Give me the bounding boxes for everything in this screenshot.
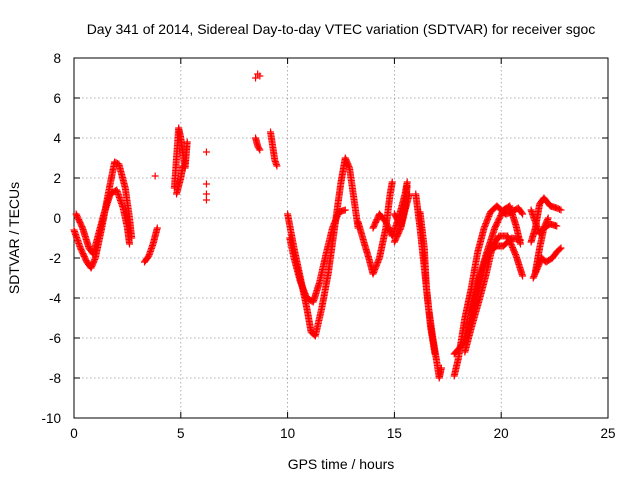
data-point xyxy=(345,163,353,171)
data-points xyxy=(70,70,565,382)
x-tick-label: 10 xyxy=(280,426,295,441)
data-point xyxy=(183,138,191,146)
data-point xyxy=(544,215,552,223)
y-tick-label: 2 xyxy=(53,171,61,186)
data-point xyxy=(252,74,260,82)
y-tick-label: -4 xyxy=(49,291,61,306)
data-point xyxy=(519,210,527,218)
data-point xyxy=(153,224,161,232)
data-point xyxy=(202,180,210,188)
data-point xyxy=(151,172,159,180)
x-tick-label: 5 xyxy=(177,426,185,441)
y-tick-label: -10 xyxy=(41,411,61,426)
data-point xyxy=(256,72,264,80)
data-point xyxy=(405,190,413,198)
data-point xyxy=(557,244,565,252)
chart-title: Day 341 of 2014, Sidereal Day-to-day VTE… xyxy=(87,21,596,37)
data-point xyxy=(202,196,210,204)
y-tick-label: 0 xyxy=(53,211,61,226)
y-tick-label: -6 xyxy=(49,331,61,346)
y-tick-label: 4 xyxy=(53,131,61,146)
x-tick-label: 25 xyxy=(600,426,615,441)
data-point xyxy=(437,364,445,372)
x-tick-label: 0 xyxy=(70,426,78,441)
y-tick-label: 8 xyxy=(53,51,61,66)
x-tick-label: 20 xyxy=(494,426,509,441)
data-point xyxy=(544,214,552,222)
data-point xyxy=(431,350,439,358)
data-point xyxy=(273,162,281,170)
axis-ticks: 0 5 10 15 20 25 -10 -8 -6 -4 -2 0 2 4 6 8 xyxy=(41,51,615,441)
y-tick-label: 6 xyxy=(53,91,61,106)
data-point xyxy=(255,145,263,153)
data-point xyxy=(256,146,264,154)
data-point xyxy=(179,162,187,170)
x-tick-label: 15 xyxy=(387,426,402,441)
data-point xyxy=(388,178,396,186)
data-point xyxy=(518,209,526,217)
x-axis-label: GPS time / hours xyxy=(288,456,395,472)
data-point xyxy=(557,206,565,214)
data-point xyxy=(126,240,134,248)
data-point xyxy=(403,182,411,190)
data-point xyxy=(556,205,564,213)
y-axis-label: SDTVAR / TECUs xyxy=(6,182,22,294)
y-tick-label: -2 xyxy=(49,251,61,266)
data-point xyxy=(341,206,349,214)
data-point xyxy=(519,272,527,280)
data-point xyxy=(516,240,524,248)
data-point xyxy=(553,222,561,230)
y-tick-label: -8 xyxy=(49,371,61,386)
data-point xyxy=(556,245,564,253)
data-point xyxy=(202,190,210,198)
data-point xyxy=(202,148,210,156)
